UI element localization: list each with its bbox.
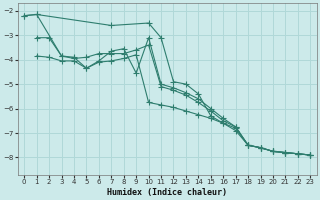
X-axis label: Humidex (Indice chaleur): Humidex (Indice chaleur) — [107, 188, 227, 197]
